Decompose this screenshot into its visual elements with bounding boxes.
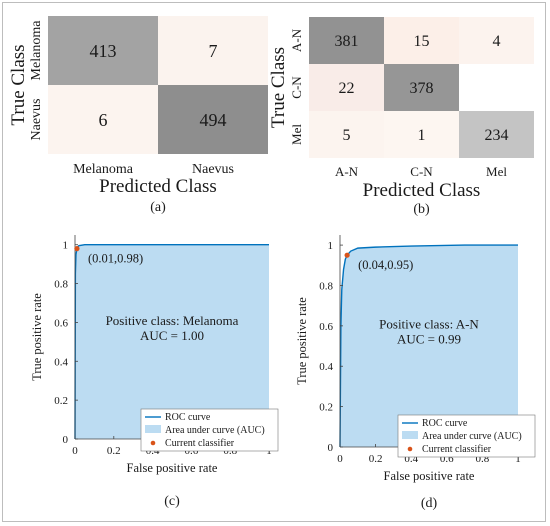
row-tick-label: Naevus [29, 99, 44, 141]
y-tick-label: 0.2 [319, 402, 333, 414]
matrix-cell [459, 64, 534, 111]
x-tick-label: 0.2 [107, 445, 121, 457]
y-tick-label: 1 [63, 240, 69, 252]
x-tick-label: 1 [515, 453, 521, 465]
legend-entry: Area under curve (AUC) [165, 425, 265, 436]
legend-swatch-point [150, 440, 156, 446]
y-axis-title: True Class [268, 47, 289, 128]
panel-caption: (d) [421, 496, 438, 511]
x-axis-title: False positive rate [384, 469, 475, 483]
column-tick-label: Naevus [192, 162, 234, 177]
y-tick-label: 0.4 [319, 361, 333, 373]
y-tick-label: 0.6 [54, 317, 68, 329]
cell-value: 22 [339, 80, 355, 97]
y-axis-title: True Class [8, 44, 29, 125]
legend-box [397, 414, 536, 458]
x-axis-title: Predicted Class [363, 180, 481, 201]
annotation-auc: AUC = 0.99 [397, 331, 461, 346]
cell-value: 381 [335, 33, 359, 50]
panel-caption: (c) [164, 494, 180, 509]
panel-caption: (a) [150, 200, 166, 215]
cell-value: 1 [418, 127, 426, 144]
cell-value: 234 [485, 127, 509, 144]
matrix-cell [309, 111, 384, 158]
roc-curve-line [74, 244, 269, 440]
cell-value: 5 [343, 127, 351, 144]
y-tick-label: 0.2 [54, 395, 68, 407]
row-tick-label: Mel [289, 124, 304, 145]
current-classifier-point [74, 246, 80, 252]
y-axis-title: True positive rate [30, 293, 44, 381]
figure-frame [2, 2, 546, 522]
y-tick-label: 0.6 [319, 321, 333, 333]
point-label: (0.01,0.98) [88, 252, 143, 266]
y-tick-label: 1 [328, 240, 334, 252]
annotation-auc: AUC = 1.00 [140, 328, 204, 343]
current-classifier-point [344, 252, 350, 258]
cell-value: 7 [209, 41, 218, 61]
matrix-cell [309, 64, 384, 111]
cell-value: 15 [414, 33, 430, 50]
column-tick-label: Mel [486, 164, 507, 179]
cell-value: 378 [410, 80, 434, 97]
y-tick-label: 0.4 [54, 356, 68, 368]
x-axis-title: Predicted Class [99, 176, 217, 197]
matrix-cell [48, 85, 158, 154]
cell-value: 6 [99, 110, 108, 130]
matrix-cell [459, 17, 534, 64]
auc-area [340, 245, 518, 447]
matrix-cell [158, 85, 268, 154]
matrix-cell [384, 17, 459, 64]
roc-curve-line [339, 244, 518, 448]
point-label: (0.04,0.95) [358, 258, 413, 272]
x-tick-label: 0.2 [369, 453, 383, 465]
column-tick-label: A-N [335, 164, 359, 179]
row-tick-label: Melanoma [29, 20, 44, 81]
legend-entry: ROC curve [422, 418, 468, 429]
legend-swatch-point [407, 446, 413, 452]
cell-value: 413 [90, 41, 117, 61]
x-axis-title: False positive rate [127, 461, 218, 475]
legend-swatch-area [145, 425, 161, 433]
legend-entry: Area under curve (AUC) [422, 431, 522, 442]
legend-entry: ROC curve [165, 412, 211, 423]
matrix-cell [384, 64, 459, 111]
y-axis-title: True positive rate [295, 297, 309, 385]
legend-entry: Current classifier [422, 444, 492, 455]
y-tick-label: 0 [328, 442, 334, 454]
y-tick-label: 0.8 [319, 280, 333, 292]
legend-box [140, 408, 279, 452]
row-tick-label: C-N [289, 76, 304, 99]
legend-swatch-area [402, 431, 418, 439]
matrix-cell [48, 16, 158, 85]
y-tick-label: 0 [63, 434, 69, 446]
matrix-cell [309, 17, 384, 64]
matrix-cell [459, 111, 534, 158]
legend-entry: Current classifier [165, 438, 235, 449]
y-tick-label: 0.8 [54, 279, 68, 291]
matrix-cell [158, 16, 268, 85]
annotation-class: Positive class: Melanoma [106, 313, 239, 328]
row-tick-label: A-N [289, 28, 304, 52]
column-tick-label: C-N [410, 164, 433, 179]
x-tick-label: 0 [337, 453, 343, 465]
annotation-class: Positive class: A-N [379, 316, 479, 331]
roc-chart-c: 00.20.40.60.8100.20.40.60.81(0.01,0.98)P… [30, 235, 279, 509]
cell-value: 4 [493, 33, 501, 50]
auc-area [75, 244, 269, 439]
panel-caption: (b) [413, 202, 430, 217]
x-tick-label: 0 [72, 445, 78, 457]
cell-value: 494 [200, 110, 227, 130]
matrix-cell [384, 111, 459, 158]
roc-chart-d: 0 0.2 0.4 0.6 0.8 100.20.40.60.81(0.04,0.95)P… [295, 235, 536, 511]
column-tick-label: Melanoma [73, 162, 134, 177]
